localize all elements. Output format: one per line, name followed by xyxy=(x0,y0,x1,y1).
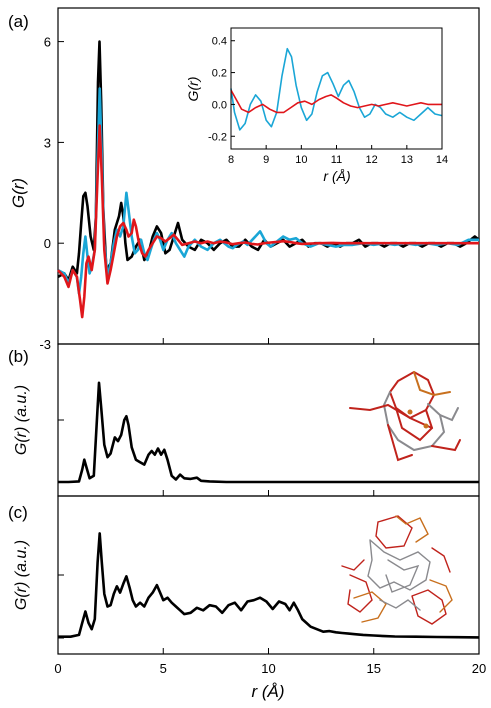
panel-b-y-label: G(r) (a.u.) xyxy=(13,385,30,455)
inset-x-tick-label: 13 xyxy=(401,154,413,166)
series-line-black xyxy=(58,532,480,639)
inset-y-tick-label: 0.0 xyxy=(212,99,227,111)
inset-x-tick-label: 8 xyxy=(228,154,234,166)
panel-label-a: (a) xyxy=(8,12,29,31)
panel-b-series xyxy=(58,381,479,484)
y-tick-label: 6 xyxy=(44,35,51,50)
inset-x-tick-label: 14 xyxy=(436,154,448,166)
y-tick-label: 0 xyxy=(44,236,51,251)
panel-c-y-label: G(r) (a.u.) xyxy=(13,540,30,610)
inset-background xyxy=(231,28,442,149)
inset-y-tick-label: 0.2 xyxy=(212,68,227,80)
x-axis-label: r (Å) xyxy=(251,682,284,701)
inset-x-tick-label: 9 xyxy=(263,154,269,166)
panel-a-series xyxy=(57,40,480,319)
x-tick-label: 10 xyxy=(261,661,275,676)
panel-b-y-ticks xyxy=(58,419,375,496)
x-tick-label: 5 xyxy=(160,661,167,676)
inset-series xyxy=(230,47,443,131)
panel-c-series xyxy=(58,532,480,639)
panel-a-y-label: G(r) xyxy=(9,178,28,208)
panel-label-c: (c) xyxy=(8,503,28,522)
x-tick-label: 15 xyxy=(367,661,381,676)
inset-y-tick-label: -0.2 xyxy=(208,131,227,143)
inset-ticks: 0.4 0.2 0.0 -0.28 9 10 11 12 13 14 xyxy=(208,36,448,166)
inset-y-tick-label: 0.4 xyxy=(212,36,227,48)
inset-x-tick-label: 10 xyxy=(295,154,307,166)
series-line-blue xyxy=(230,47,443,131)
inset-x-tick-label: 12 xyxy=(366,154,378,166)
inset-x-label: r (Å) xyxy=(323,168,350,184)
inset-x-tick-label: 11 xyxy=(331,154,342,166)
molecule-illustration-b xyxy=(349,370,461,462)
molecule-illustration-c xyxy=(341,515,453,625)
panel-c-ticks: 0 5 10 15 20 xyxy=(54,574,486,676)
y-tick-label: 3 xyxy=(44,135,51,150)
series-line-black xyxy=(58,381,479,484)
panel-label-b: (b) xyxy=(8,347,29,366)
series-line-red xyxy=(230,89,442,114)
series-line-red xyxy=(57,124,479,319)
inset-y-label: G(r) xyxy=(185,77,201,102)
x-tick-label: 20 xyxy=(472,661,486,676)
y-tick-label: -3 xyxy=(39,337,51,352)
x-tick-label: 0 xyxy=(54,661,61,676)
